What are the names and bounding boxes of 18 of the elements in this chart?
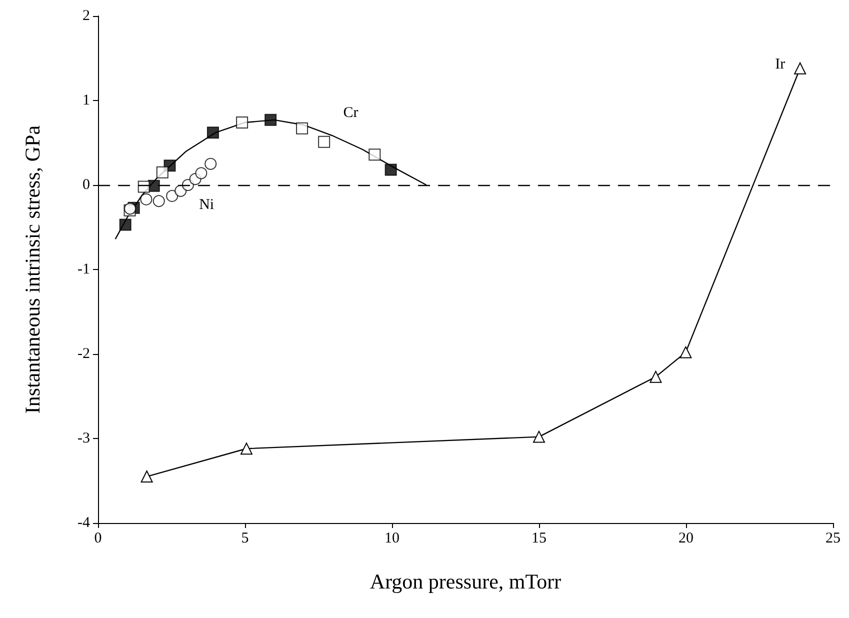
x-tick-label: 0	[94, 530, 102, 546]
series-label: Ni	[199, 196, 214, 213]
y-tick-label: -2	[78, 346, 90, 362]
y-tick-label: 1	[82, 92, 90, 108]
x-tick-label: 15	[532, 530, 546, 546]
y-tick-label: -1	[78, 262, 90, 278]
y-tick-label: 0	[82, 177, 90, 193]
x-tick-label: 25	[826, 530, 840, 546]
x-tick-label: 20	[678, 530, 694, 546]
y-tick-label: -3	[78, 430, 90, 446]
y-axis-title: Instantaneous intrinsic stress, GPa	[20, 124, 44, 414]
x-axis-title: Argon pressure, mTorr	[370, 570, 562, 594]
series-label: Ir	[775, 56, 786, 72]
y-tick-label: -4	[78, 515, 90, 531]
x-tick-label: 10	[384, 530, 400, 546]
series-label: Cr	[343, 105, 358, 122]
x-tick-label: 5	[241, 530, 249, 546]
y-tick-label: 2	[82, 8, 90, 24]
